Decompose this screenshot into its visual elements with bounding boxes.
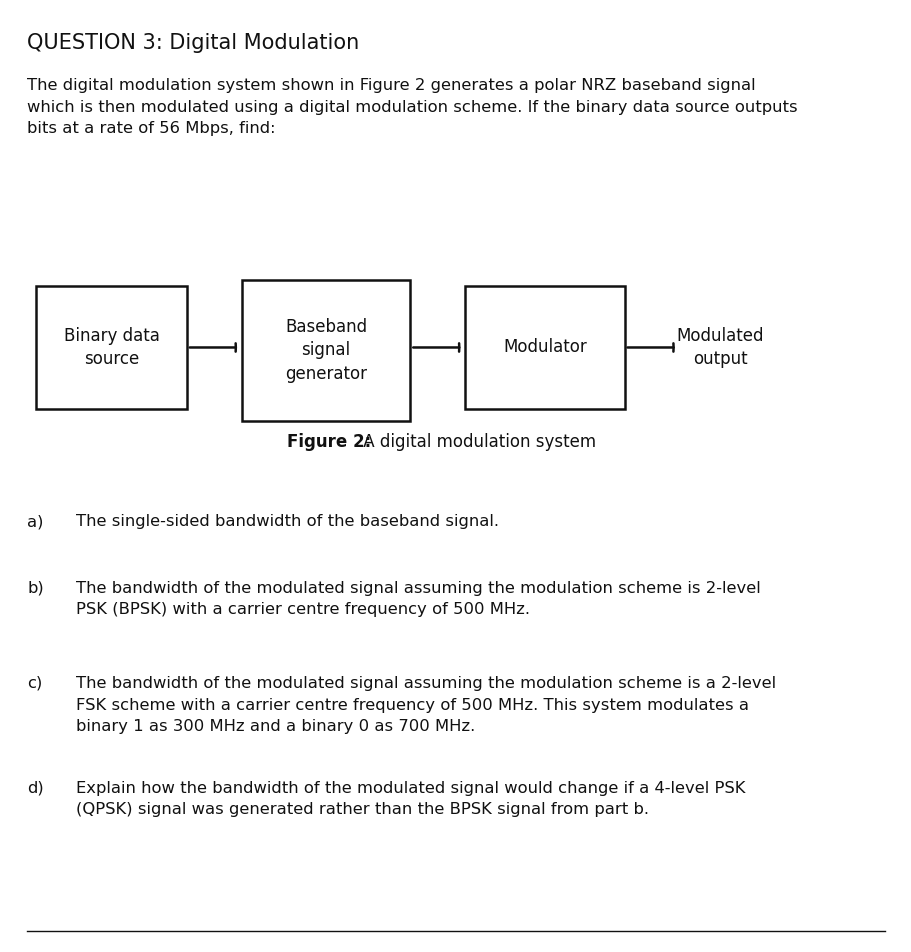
- Text: The single-sided bandwidth of the baseband signal.: The single-sided bandwidth of the baseba…: [76, 514, 498, 529]
- Text: a): a): [27, 514, 44, 529]
- Text: Modulated
output: Modulated output: [676, 327, 763, 368]
- Bar: [465, 286, 624, 409]
- Text: The bandwidth of the modulated signal assuming the modulation scheme is 2-level
: The bandwidth of the modulated signal as…: [76, 581, 760, 617]
- Text: QUESTION 3: Digital Modulation: QUESTION 3: Digital Modulation: [27, 33, 359, 53]
- Text: b): b): [27, 581, 44, 596]
- Text: Binary data
source: Binary data source: [64, 327, 159, 368]
- Text: Modulator: Modulator: [503, 339, 586, 356]
- Bar: [36, 286, 187, 409]
- Text: The digital modulation system shown in Figure 2 generates a polar NRZ baseband s: The digital modulation system shown in F…: [27, 78, 797, 136]
- Text: Explain how the bandwidth of the modulated signal would change if a 4-level PSK
: Explain how the bandwidth of the modulat…: [76, 781, 744, 817]
- Text: Figure 2:: Figure 2:: [287, 433, 371, 451]
- Text: A digital modulation system: A digital modulation system: [358, 433, 596, 451]
- Text: d): d): [27, 781, 44, 796]
- Text: The bandwidth of the modulated signal assuming the modulation scheme is a 2-leve: The bandwidth of the modulated signal as…: [76, 676, 775, 734]
- Bar: [241, 280, 410, 421]
- Text: c): c): [27, 676, 43, 691]
- Text: Baseband
signal
generator: Baseband signal generator: [284, 318, 367, 383]
